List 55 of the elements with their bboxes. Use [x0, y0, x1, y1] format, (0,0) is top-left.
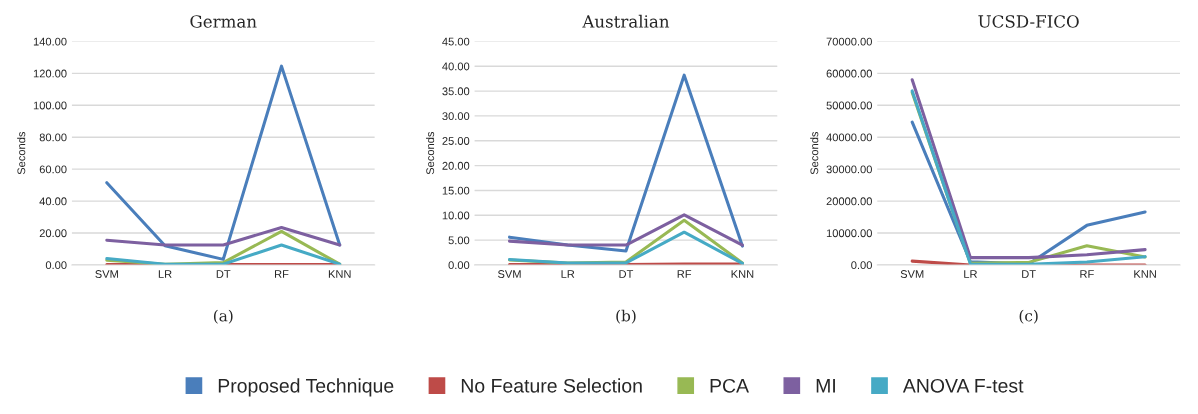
x-tick-label: SVM: [497, 270, 521, 278]
legend-label: MI: [816, 379, 835, 393]
y-axis-title: Seconds: [425, 131, 435, 175]
y-tick-label: 35.00: [442, 87, 470, 96]
y-tick-label: 20.00: [442, 161, 470, 170]
y-tick-label: 15.00: [442, 186, 470, 195]
y-tick-label: 30.00: [442, 112, 470, 121]
text: (c): [1019, 309, 1038, 324]
y-tick-label: 45.00: [442, 37, 470, 46]
y-tick-label: 70000.00: [826, 37, 872, 46]
y-tick-label: 25.00: [442, 137, 470, 145]
y-tick-label: 120.00: [33, 69, 67, 78]
x-tick-label: SVM: [95, 270, 118, 278]
chart-title: German: [190, 15, 257, 28]
x-tick-label: KNN: [328, 270, 351, 278]
x-tick-label: DT: [1022, 270, 1036, 278]
y-tick-label: 60.00: [39, 165, 67, 174]
y-tick-label: 10000.00: [826, 229, 872, 238]
x-tick-label: LR: [964, 270, 977, 278]
x-tick-label: LR: [561, 270, 575, 278]
y-tick-label: 0.00: [851, 261, 872, 270]
y-tick-label: 5.00: [448, 236, 470, 245]
x-tick-label: RF: [1080, 270, 1094, 278]
y-axis-title: Seconds: [17, 131, 26, 175]
y-tick-label: 20000.00: [826, 197, 872, 206]
y-tick-label: 100.00: [33, 101, 67, 110]
x-tick-label: DT: [216, 270, 231, 278]
text: (b): [616, 309, 636, 324]
x-tick-label: SVM: [900, 270, 924, 278]
x-tick-label: RF: [677, 270, 692, 278]
legend-label: Proposed Technique: [218, 378, 394, 397]
y-tick-label: 50000.00: [826, 101, 872, 110]
y-tick-label: 140.00: [33, 37, 67, 46]
y-axis-title: Seconds: [810, 131, 819, 175]
y-tick-label: 40.00: [39, 197, 67, 206]
x-tick-label: KNN: [731, 270, 754, 278]
legend-label: No Feature Selection: [461, 378, 642, 393]
y-tick-label: 30000.00: [826, 165, 872, 174]
y-tick-label: 60000.00: [826, 69, 872, 78]
legend-label: ANOVA F-test: [902, 378, 1024, 393]
x-tick-label: RF: [275, 270, 289, 278]
chart-title: Australian: [582, 14, 670, 28]
y-tick-label: 80.00: [39, 133, 67, 142]
y-tick-label: 40.00: [442, 62, 470, 71]
x-tick-label: LR: [158, 270, 172, 278]
y-tick-label: 40000.00: [826, 133, 872, 142]
y-tick-label: 0.00: [448, 261, 470, 270]
y-tick-label: 0.00: [45, 261, 67, 270]
y-tick-label: 10.00: [442, 211, 470, 220]
text: (a): [213, 309, 233, 324]
chart-title: UCSD-FICO: [978, 15, 1079, 28]
x-tick-label: DT: [619, 270, 634, 278]
y-tick-label: 20.00: [39, 229, 67, 238]
x-tick-label: KNN: [1134, 270, 1156, 278]
legend-label: PCA: [710, 378, 749, 393]
